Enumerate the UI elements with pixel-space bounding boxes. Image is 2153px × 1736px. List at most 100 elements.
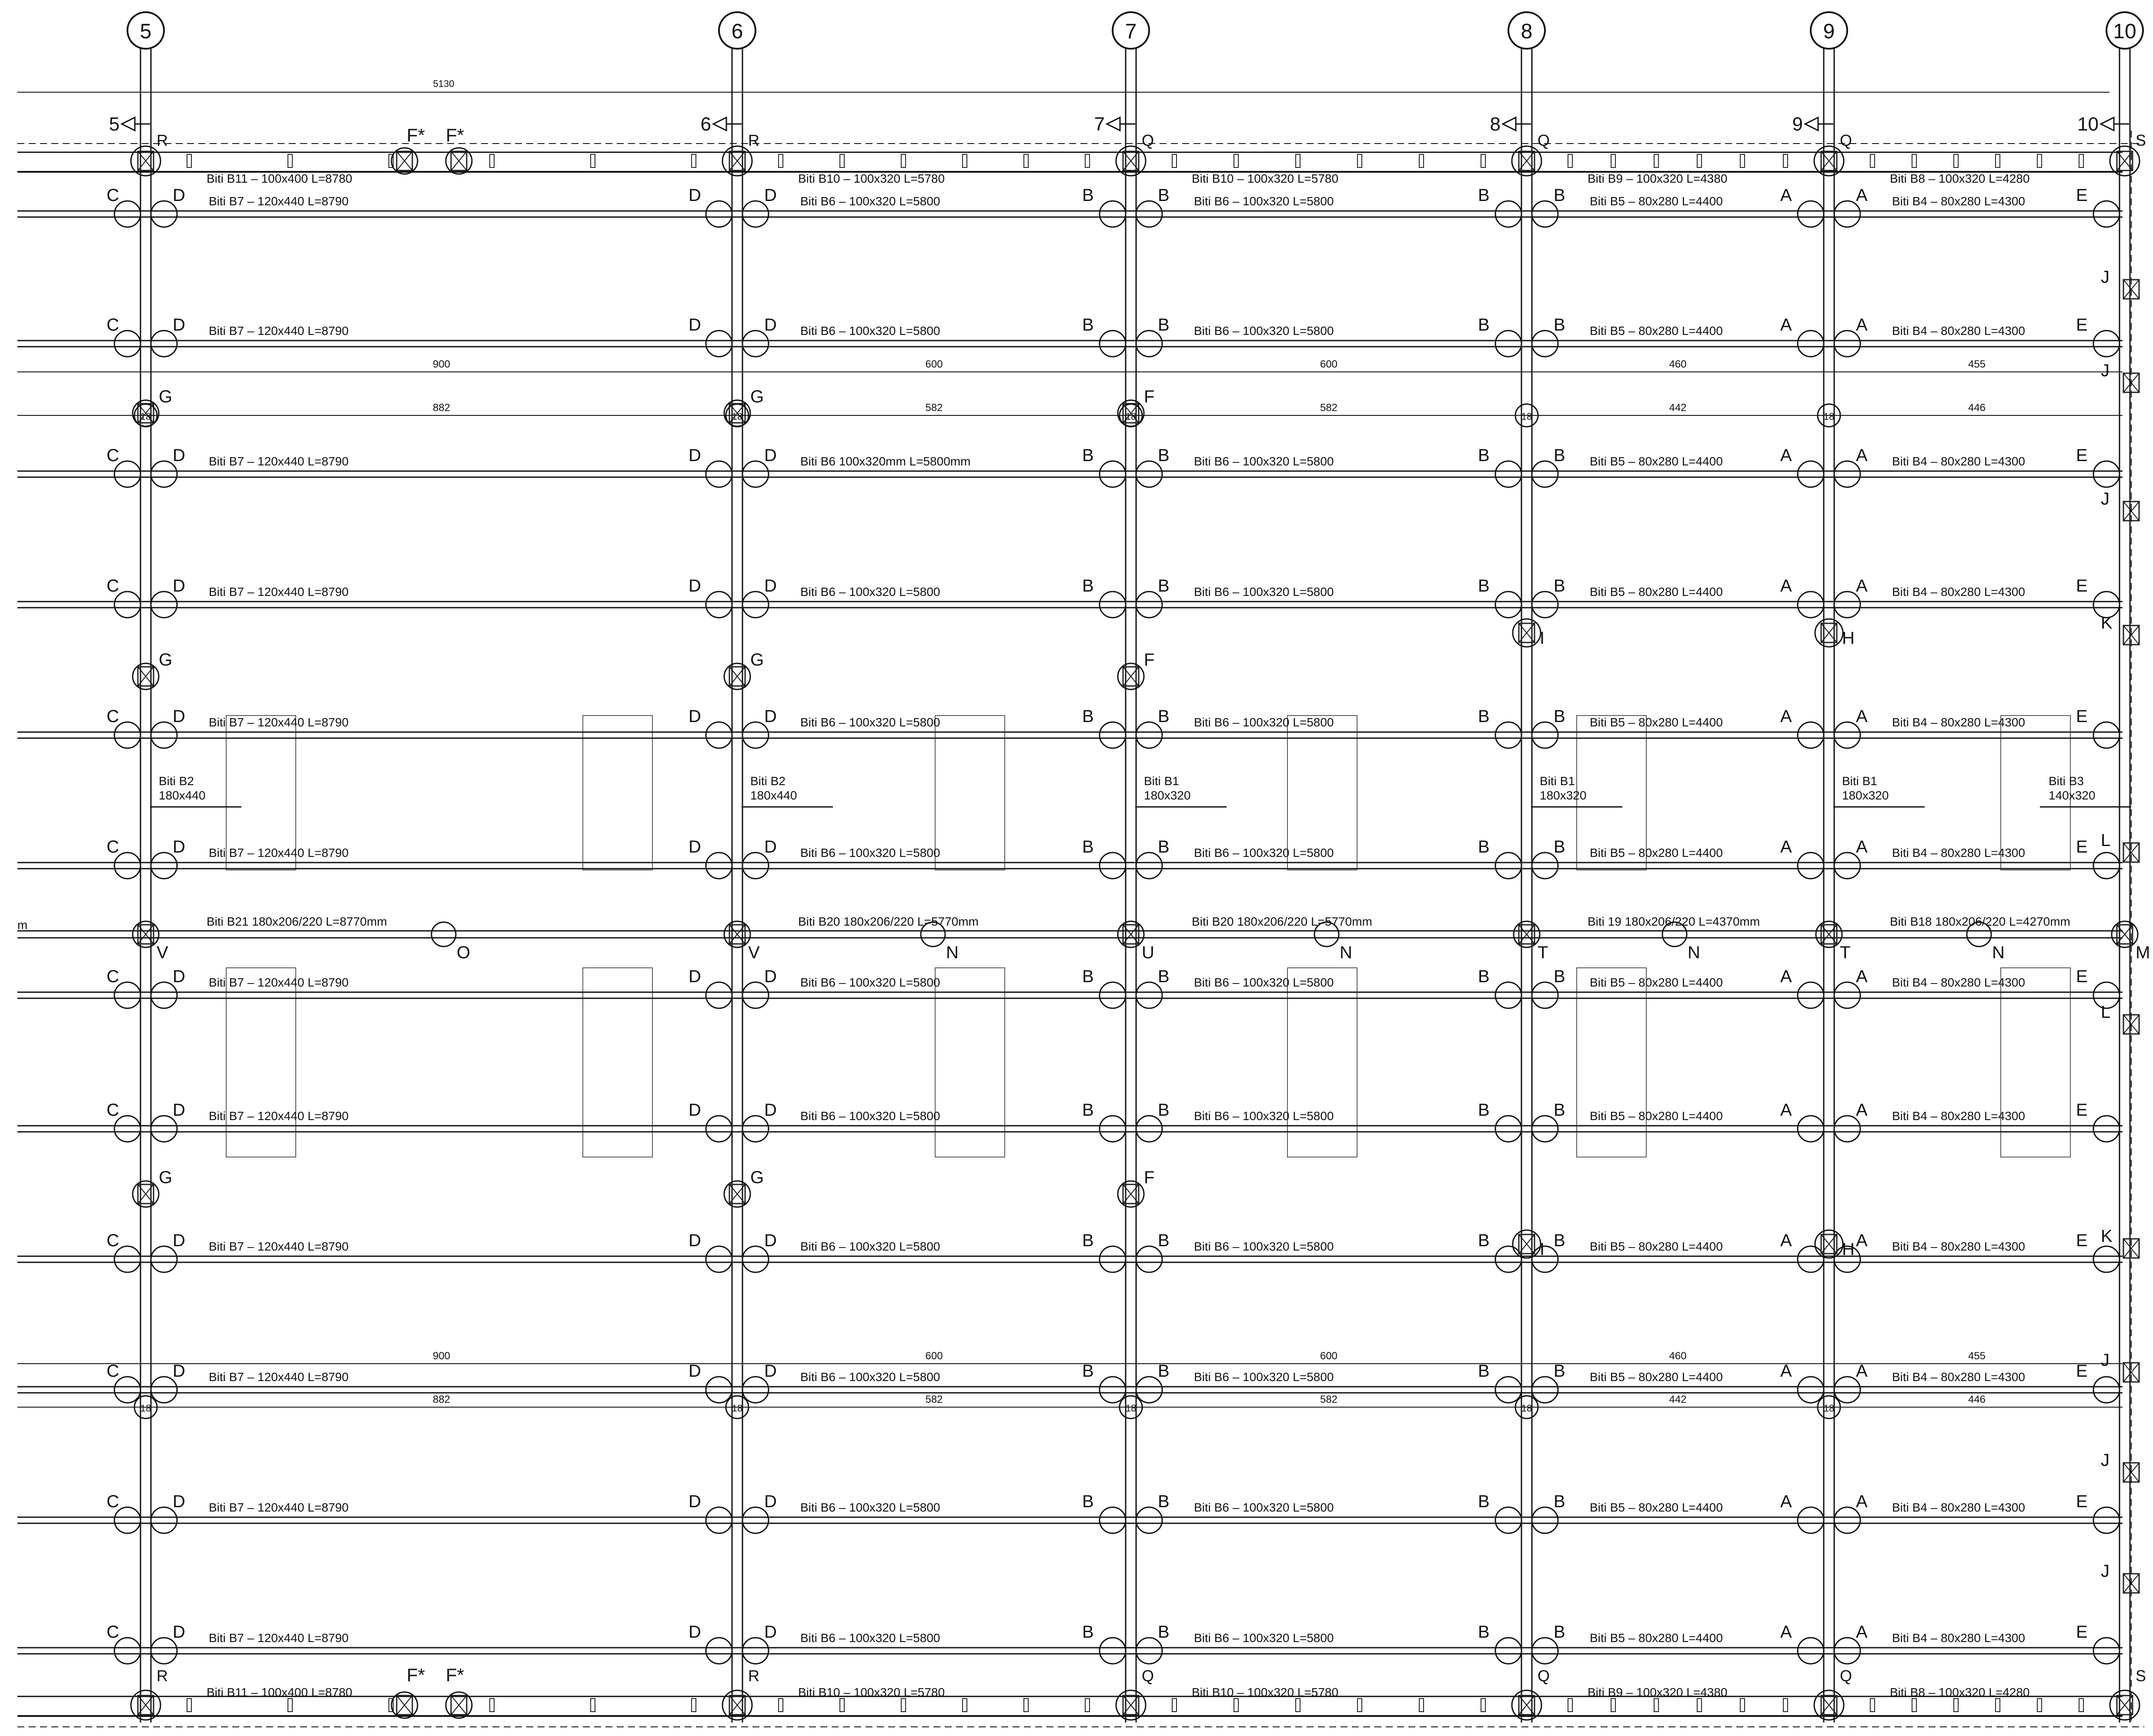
joist-connection-letter: D: [173, 1231, 185, 1250]
edge-stiffener: [1995, 154, 2000, 168]
dimension-inner-text: 882: [433, 402, 450, 414]
joist-end-circle: [1833, 852, 1861, 880]
joist-end-circle: [2093, 1115, 2120, 1143]
joist-connection-letter: D: [173, 1622, 185, 1642]
edge-column: [729, 151, 746, 171]
column-cross: [137, 1695, 154, 1715]
mid-column-circle: [132, 662, 160, 690]
edge-node-label: F*: [407, 125, 425, 145]
edge-stiffener: [1611, 154, 1616, 168]
edge-beam-label: Biti B10 – 100x320 L=5780: [798, 1686, 945, 1699]
joist-connection-letter: D: [689, 1100, 701, 1120]
joist-connection-letter: B: [1554, 707, 1565, 726]
joist-beam-label: Biti B4 – 80x280 L=4300: [1892, 846, 2025, 860]
joist-connection-letter: B: [1082, 1231, 1094, 1250]
joist-connection-letter: B: [1158, 576, 1170, 595]
mid-node-letter: V: [157, 943, 168, 962]
edge-stiffener: [388, 1698, 394, 1712]
edge-stiffener: [1870, 154, 1875, 168]
cross-beam-size: 180x440: [750, 789, 797, 802]
column-size-text: 18: [1126, 1403, 1136, 1414]
dimension-outer-text: 600: [925, 358, 943, 370]
joist-connection-letter: B: [1082, 1361, 1094, 1381]
joist-end-circle: [150, 852, 178, 880]
column-size-circle: [1817, 1395, 1841, 1419]
opening-outline: [2000, 967, 2071, 1157]
joist-end-circle: [1135, 1637, 1163, 1665]
edge-beam-label: Biti B8 – 100x320 L=4280: [1890, 172, 2029, 185]
right-edge-column: [2123, 1573, 2140, 1594]
joist-end-circle: [1135, 1376, 1163, 1404]
right-edge-column: [2123, 625, 2140, 646]
mid-beam-label: Biti B20 180x206/220 L=5770mm: [1192, 915, 1372, 928]
mid-sub-node: [431, 921, 457, 947]
joist-connection-letter: E: [2076, 967, 2088, 986]
column-cross: [1518, 151, 1535, 171]
edge-stiffener: [1783, 1698, 1788, 1712]
joist-connection-letter: B: [1158, 837, 1170, 856]
edge-stiffener: [1870, 1698, 1875, 1712]
mid-column: [137, 666, 154, 687]
joist-connection-letter: E: [2076, 446, 2088, 465]
edge-stiffener: [590, 154, 595, 168]
joist-connection-letter: C: [107, 576, 119, 595]
column-size-circle: [1119, 1395, 1143, 1419]
edge-stiffener: [1740, 154, 1745, 168]
column-size-text: 18: [1126, 411, 1136, 422]
joist-end-circle: [1531, 1245, 1559, 1273]
joist-end-circle: [2093, 852, 2120, 880]
edge-stiffener: [1697, 154, 1702, 168]
joist-connection-letter: D: [764, 576, 777, 595]
joist-end-circle: [114, 591, 141, 619]
mid-column-letter: G: [750, 1168, 764, 1187]
opening-outline: [1576, 715, 1647, 870]
joist-end-circle: [1135, 1115, 1163, 1143]
joist-beam-label: Biti B6 – 100x320 L=5800: [1194, 455, 1334, 468]
joist-beam-label: Biti B5 – 80x280 L=4400: [1590, 716, 1723, 729]
joist-end-circle: [742, 981, 769, 1009]
joist-end-circle: [1833, 591, 1861, 619]
joist-end-circle: [150, 200, 178, 228]
joist-beam-label: Biti B6 – 100x320 L=5800: [800, 194, 940, 208]
column-cross: [1821, 1695, 1837, 1715]
joist-connection-letter: A: [1856, 1231, 1868, 1250]
edge-column-node: [1115, 145, 1147, 177]
mid-column-circle: [1117, 662, 1145, 690]
joist-connection-letter: D: [689, 967, 701, 986]
joist-end-circle: [2093, 460, 2120, 488]
joist-beam-label: Biti B6 – 100x320 L=5800: [800, 585, 940, 599]
mid-column-letter: F: [1144, 1168, 1154, 1187]
joist-end-circle: [742, 591, 769, 619]
joist-end-circle: [114, 852, 141, 880]
joist-beam-label: Biti B7 – 120x440 L=8790: [209, 324, 348, 338]
column-cross: [2123, 843, 2140, 863]
column-cross: [137, 1184, 154, 1204]
edge-beam-label: Biti B11 – 100x400 L=8780: [207, 172, 352, 185]
mid-sub-node-letter: N: [946, 943, 959, 962]
joist-end-circle: [705, 591, 733, 619]
joist-end-circle: [1494, 981, 1522, 1009]
joist-end-circle: [1797, 721, 1825, 749]
opening-outline: [226, 967, 296, 1157]
joist-end-circle: [705, 330, 733, 358]
opening-outline: [1287, 967, 1357, 1157]
top-dimension-text: 5130: [433, 78, 455, 89]
column-cross: [2123, 279, 2140, 299]
edge-node-label: Q: [1142, 1667, 1154, 1685]
right-edge-letter: L: [2101, 1003, 2110, 1022]
right-edge-letter: J: [2101, 361, 2110, 380]
joist-end-circle: [1833, 1506, 1861, 1534]
column-cross: [1123, 666, 1139, 686]
joist-end-circle: [1797, 1245, 1825, 1273]
edge-stiffener: [1172, 154, 1177, 168]
mid-beam-node: [1815, 920, 1843, 948]
grid-axis-label: 8: [1521, 20, 1533, 43]
joist-end-circle: [150, 1115, 178, 1143]
edge-stiffener: [1912, 1698, 1917, 1712]
edge-stiffener: [778, 154, 783, 168]
joist-connection-letter: B: [1478, 576, 1490, 595]
edge-node-label: Q: [1840, 1667, 1852, 1685]
column-size-circle: [725, 1395, 749, 1419]
joist-connection-letter: B: [1478, 967, 1490, 986]
grid-axis-label: 6: [732, 20, 743, 43]
